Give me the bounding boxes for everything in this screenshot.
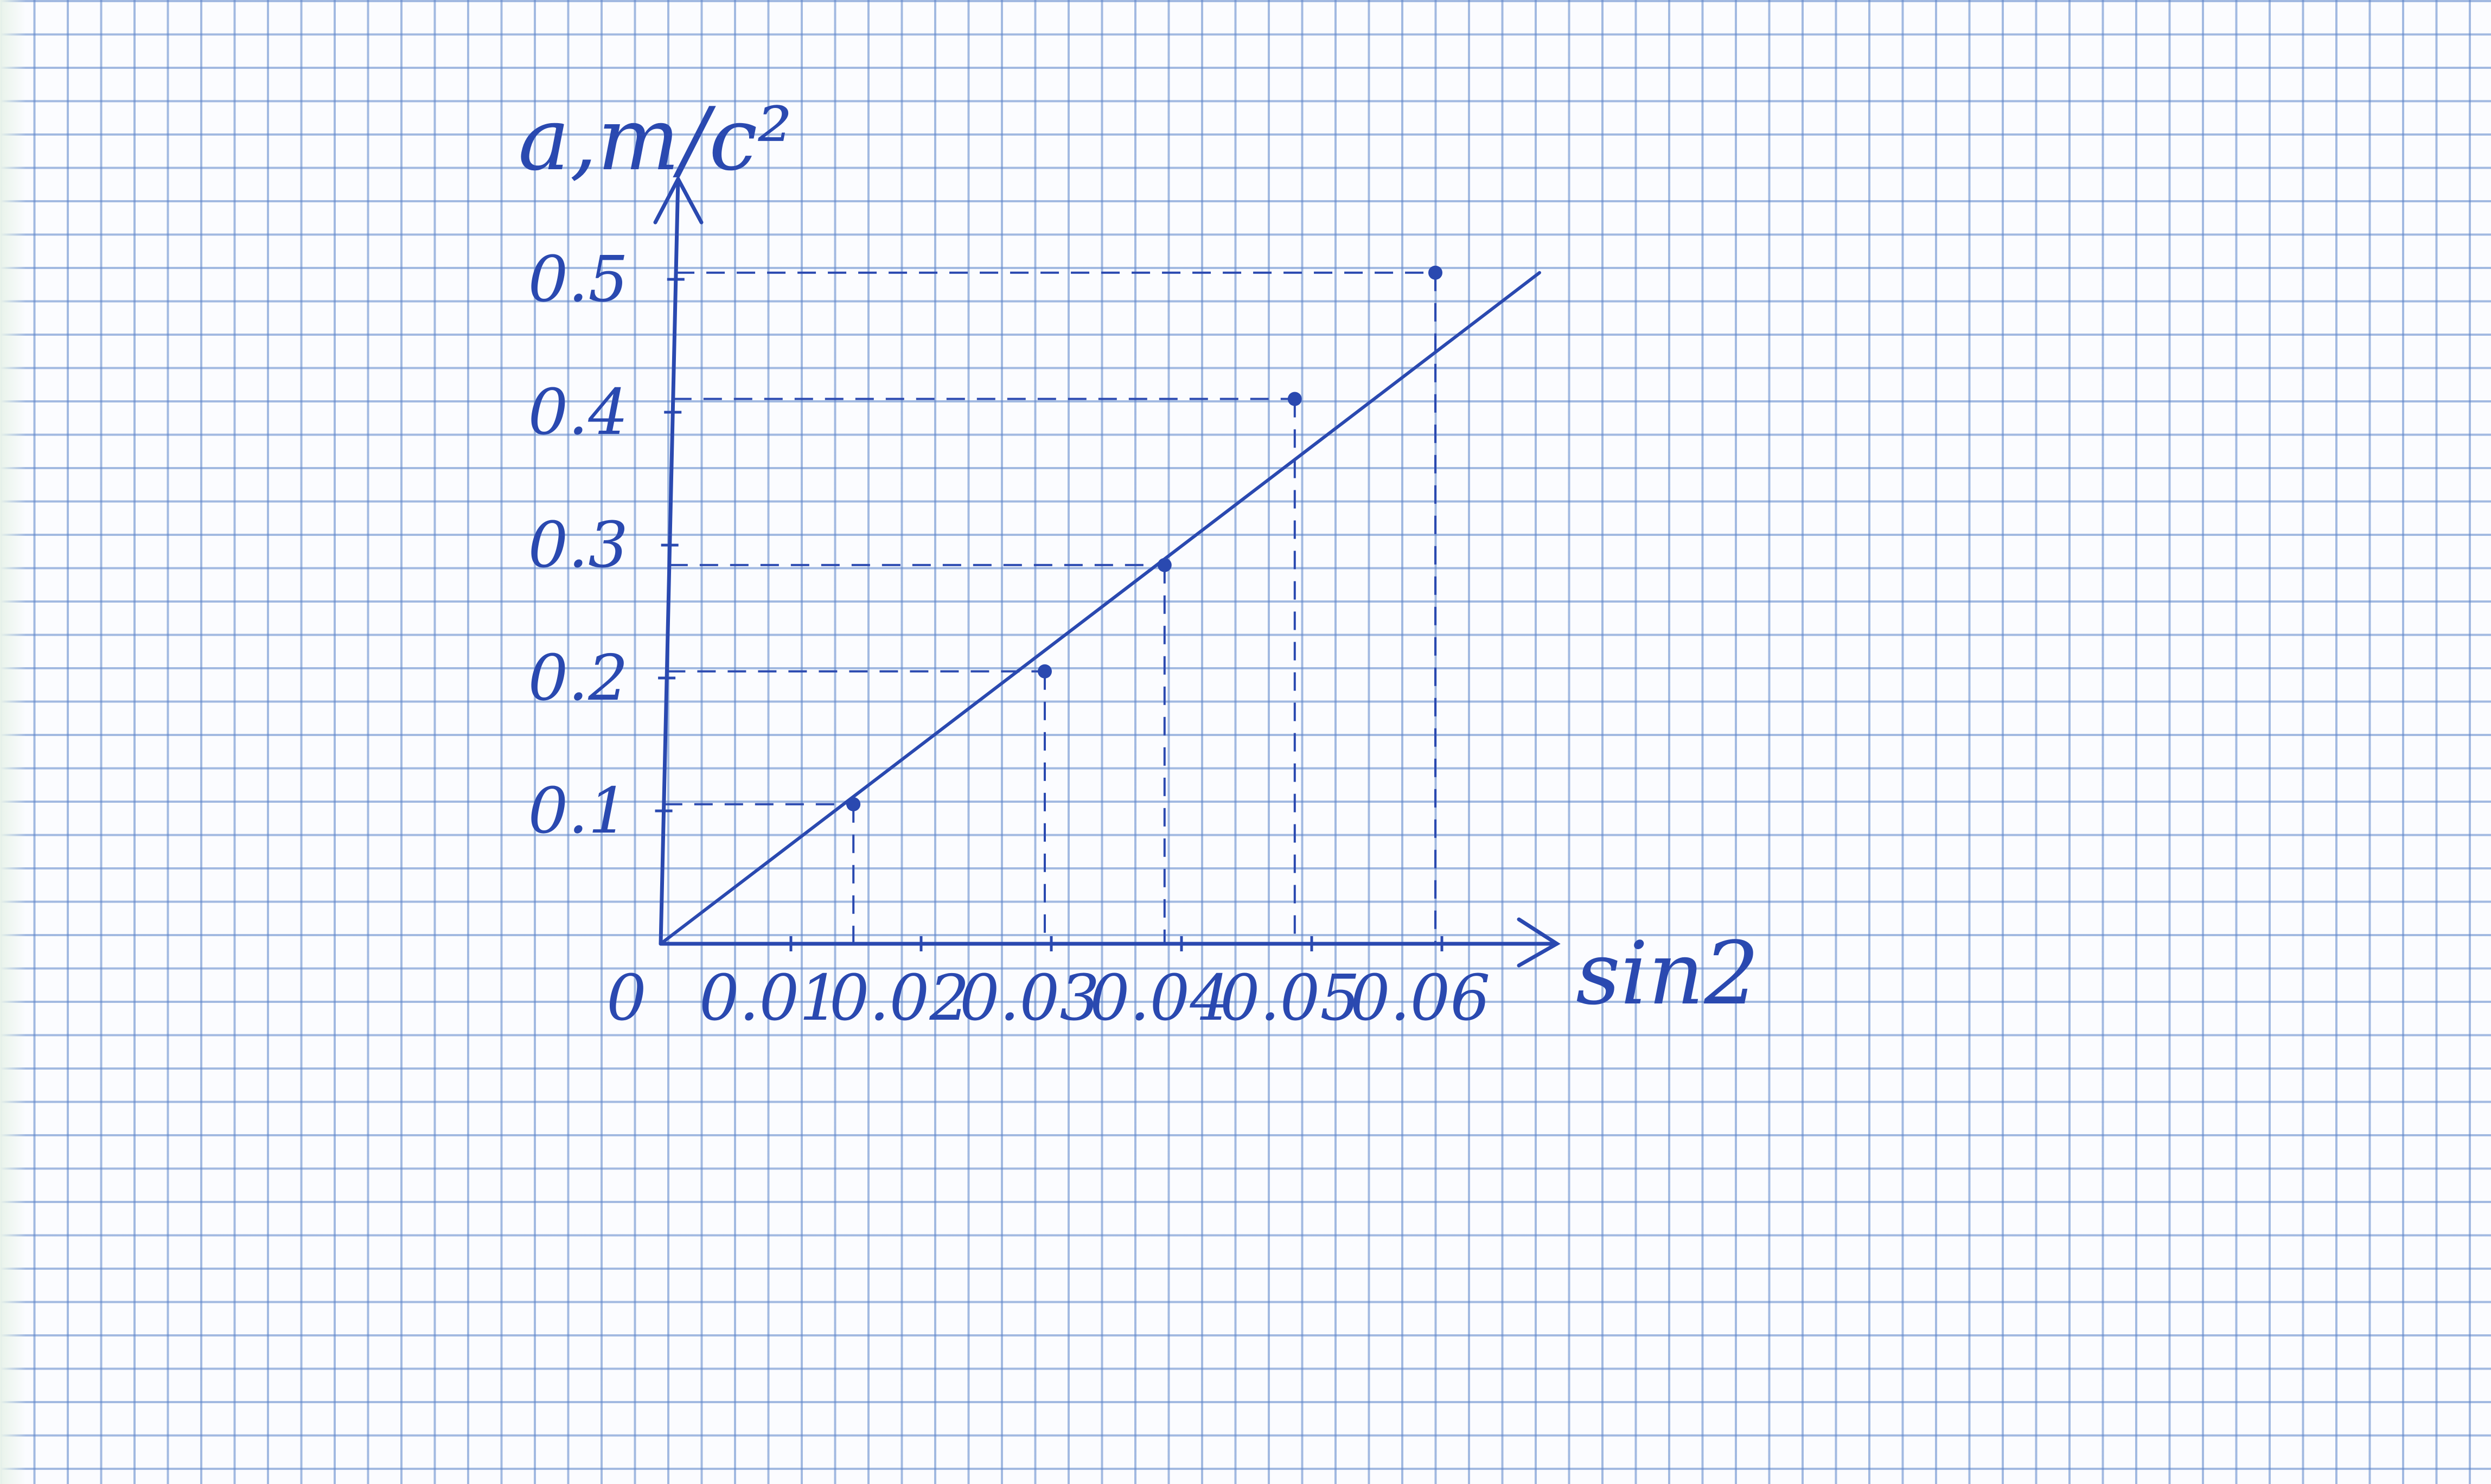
data-points bbox=[846, 265, 1442, 811]
paper-edge bbox=[0, 0, 26, 1484]
y-tick-label-4: 0.4 bbox=[528, 376, 628, 449]
x-tick-label-2: 0.02 bbox=[829, 962, 969, 1035]
x-axis-title: sin2 bbox=[1576, 923, 1759, 1024]
data-point-5 bbox=[1428, 265, 1442, 280]
y-axis-title: a,m/c² bbox=[518, 88, 793, 190]
data-point-4 bbox=[1287, 392, 1302, 406]
y-tick-label-5: 0.5 bbox=[528, 243, 628, 316]
x-tick-label-5: 0.05 bbox=[1220, 962, 1360, 1035]
tick-labels: 0.010.020.030.040.050.06 0.1 0.2 0.3 0.4 0.5 bbox=[528, 243, 1491, 1035]
y-axis-line bbox=[659, 177, 680, 946]
y-tick-label-1: 0.1 bbox=[528, 775, 628, 848]
axes bbox=[653, 175, 1561, 968]
best-fit-line bbox=[659, 271, 1541, 945]
x-tick-label-4: 0.04 bbox=[1090, 962, 1230, 1035]
data-point-2 bbox=[1038, 664, 1052, 679]
dashed-guides bbox=[663, 271, 1436, 944]
y-tick-label-3: 0.3 bbox=[528, 509, 628, 582]
data-point-1 bbox=[846, 797, 861, 811]
x-axis-arrow bbox=[1517, 917, 1561, 968]
x-tick-label-3: 0.03 bbox=[960, 962, 1100, 1035]
y-axis-arrow bbox=[653, 175, 704, 225]
y-tick-label-2: 0.2 bbox=[528, 642, 628, 715]
x-tick-label-1: 0.01 bbox=[699, 962, 839, 1035]
data-point-3 bbox=[1157, 558, 1172, 572]
fit-line bbox=[659, 271, 1541, 945]
origin-label: 0 bbox=[606, 962, 647, 1035]
x-tick-label-6: 0.06 bbox=[1350, 962, 1490, 1035]
